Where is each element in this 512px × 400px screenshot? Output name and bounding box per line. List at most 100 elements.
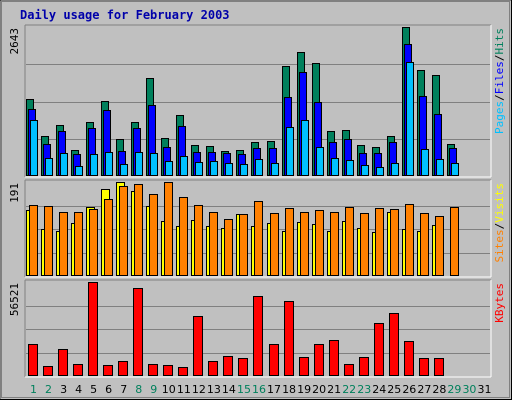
bar-kbytes-day-2: [43, 366, 53, 376]
bar-sites-day-19: [300, 212, 309, 276]
bar-kbytes-day-1: [28, 344, 38, 376]
bar-kbytes-day-17: [269, 344, 279, 376]
bar-sites-day-9: [149, 194, 158, 276]
bar-pages-day-12: [195, 162, 203, 176]
bar-sites-day-22: [345, 207, 354, 276]
bar-sites-day-4: [74, 212, 83, 276]
x-tick-label-25: 25: [387, 383, 401, 396]
x-tick-label-1: 1: [30, 383, 37, 396]
bar-kbytes-day-23: [359, 357, 369, 376]
legend-sites: Sites: [493, 229, 506, 262]
bar-pages-day-22: [346, 160, 354, 176]
y-max-label: 191: [8, 183, 21, 203]
bar-pages-day-2: [45, 158, 53, 176]
bar-kbytes-day-8: [133, 288, 143, 376]
bar-kbytes-day-15: [238, 358, 248, 376]
legend: KBytes: [493, 283, 506, 323]
bar-pages-day-27: [421, 149, 429, 176]
bar-kbytes-day-16: [253, 296, 263, 376]
legend: Pages/Files/Hits: [493, 28, 506, 134]
bar-sites-day-26: [405, 204, 414, 276]
chart-panels: 2643Pages/Files/Hits191Sites/Visits56521…: [8, 24, 506, 378]
y-max-label: 2643: [8, 28, 21, 55]
bar-sites-day-13: [209, 212, 218, 276]
x-tick-label-31: 31: [477, 383, 491, 396]
x-axis-ticks: 1 2 3 4 5 6 7 8 9 10 11 12 13 14 15 16 17 18 19 20 21 22 23 24 2…: [30, 383, 491, 396]
bar-pages-day-1: [30, 120, 38, 176]
x-tick-label-23: 23: [357, 383, 371, 396]
x-tick-label-20: 20: [312, 383, 326, 396]
bar-sites-day-2: [44, 206, 53, 276]
y-max-label: 56521: [8, 283, 21, 316]
bar-pages-day-7: [120, 164, 128, 176]
legend-separator: /: [493, 223, 506, 230]
legend-hits: Hits: [493, 28, 506, 55]
bar-pages-day-23: [361, 165, 369, 176]
bar-kbytes-day-19: [299, 357, 309, 376]
bar-sites-day-12: [194, 205, 203, 276]
bar-pages-day-3: [60, 153, 68, 176]
bar-sites-day-27: [420, 213, 429, 276]
bar-sites-day-29: [450, 207, 459, 276]
bar-pages-day-15: [240, 164, 248, 176]
x-tick-label-27: 27: [417, 383, 431, 396]
bar-pages-day-9: [150, 153, 158, 176]
x-tick-label-7: 7: [120, 383, 127, 396]
bar-kbytes-day-4: [73, 364, 83, 376]
bar-sites-day-21: [330, 212, 339, 276]
x-tick-label-6: 6: [105, 383, 112, 396]
bar-pages-day-20: [316, 147, 324, 176]
bar-kbytes-day-25: [389, 313, 399, 376]
bar-sites-day-24: [375, 208, 384, 276]
bar-sites-day-15: [239, 214, 248, 276]
bar-sites-day-8: [134, 184, 143, 276]
bar-pages-day-29: [451, 163, 459, 176]
legend-kbytes: KBytes: [493, 283, 506, 323]
bar-pages-day-14: [225, 163, 233, 176]
bar-kbytes-day-5: [88, 282, 98, 376]
bar-sites-day-23: [360, 213, 369, 276]
bar-kbytes-day-13: [208, 361, 218, 376]
bar-sites-day-3: [59, 212, 68, 276]
bar-pages-day-24: [376, 167, 384, 176]
x-tick-label-12: 12: [192, 383, 206, 396]
x-tick-label-30: 30: [462, 383, 476, 396]
bar-sites-day-14: [224, 219, 233, 276]
bar-sites-day-1: [29, 205, 38, 276]
x-tick-label-16: 16: [252, 383, 266, 396]
panel-visits_sites: 191 Sites/Visits: [8, 179, 506, 278]
panel-kbytes: 56521 KBytes: [8, 279, 506, 378]
bar-sites-day-6: [104, 199, 113, 276]
bar-pages-day-4: [75, 166, 83, 176]
x-tick-label-5: 5: [90, 383, 97, 396]
chart-title: Daily usage for February 2003: [20, 8, 230, 22]
bar-pages-day-6: [105, 152, 113, 176]
bar-kbytes-day-11: [178, 367, 188, 376]
bar-pages-day-16: [255, 159, 263, 176]
bar-sites-day-17: [270, 213, 279, 276]
legend-files: Files: [493, 61, 506, 94]
bar-kbytes-day-14: [223, 356, 233, 376]
bar-kbytes-day-21: [329, 340, 339, 376]
bar-kbytes-day-7: [118, 361, 128, 376]
bar-kbytes-day-22: [344, 364, 354, 376]
bar-kbytes-day-28: [434, 358, 444, 376]
bar-kbytes-day-24: [374, 323, 384, 376]
x-tick-label-11: 11: [177, 383, 191, 396]
bar-kbytes-day-20: [314, 344, 324, 376]
bar-kbytes-day-26: [404, 341, 414, 376]
bar-kbytes-day-12: [193, 316, 203, 376]
bar-kbytes-day-6: [103, 365, 113, 376]
x-tick-label-14: 14: [222, 383, 236, 396]
legend-pages: Pages: [493, 101, 506, 134]
legend-separator: /: [493, 94, 506, 101]
bar-pages-day-25: [391, 163, 399, 176]
bar-sites-day-20: [315, 210, 324, 276]
bar-kbytes-day-27: [419, 358, 429, 376]
bar-pages-day-28: [436, 159, 444, 176]
x-tick-label-18: 18: [282, 383, 296, 396]
x-tick-label-8: 8: [135, 383, 142, 396]
bar-sites-day-10: [164, 182, 173, 276]
